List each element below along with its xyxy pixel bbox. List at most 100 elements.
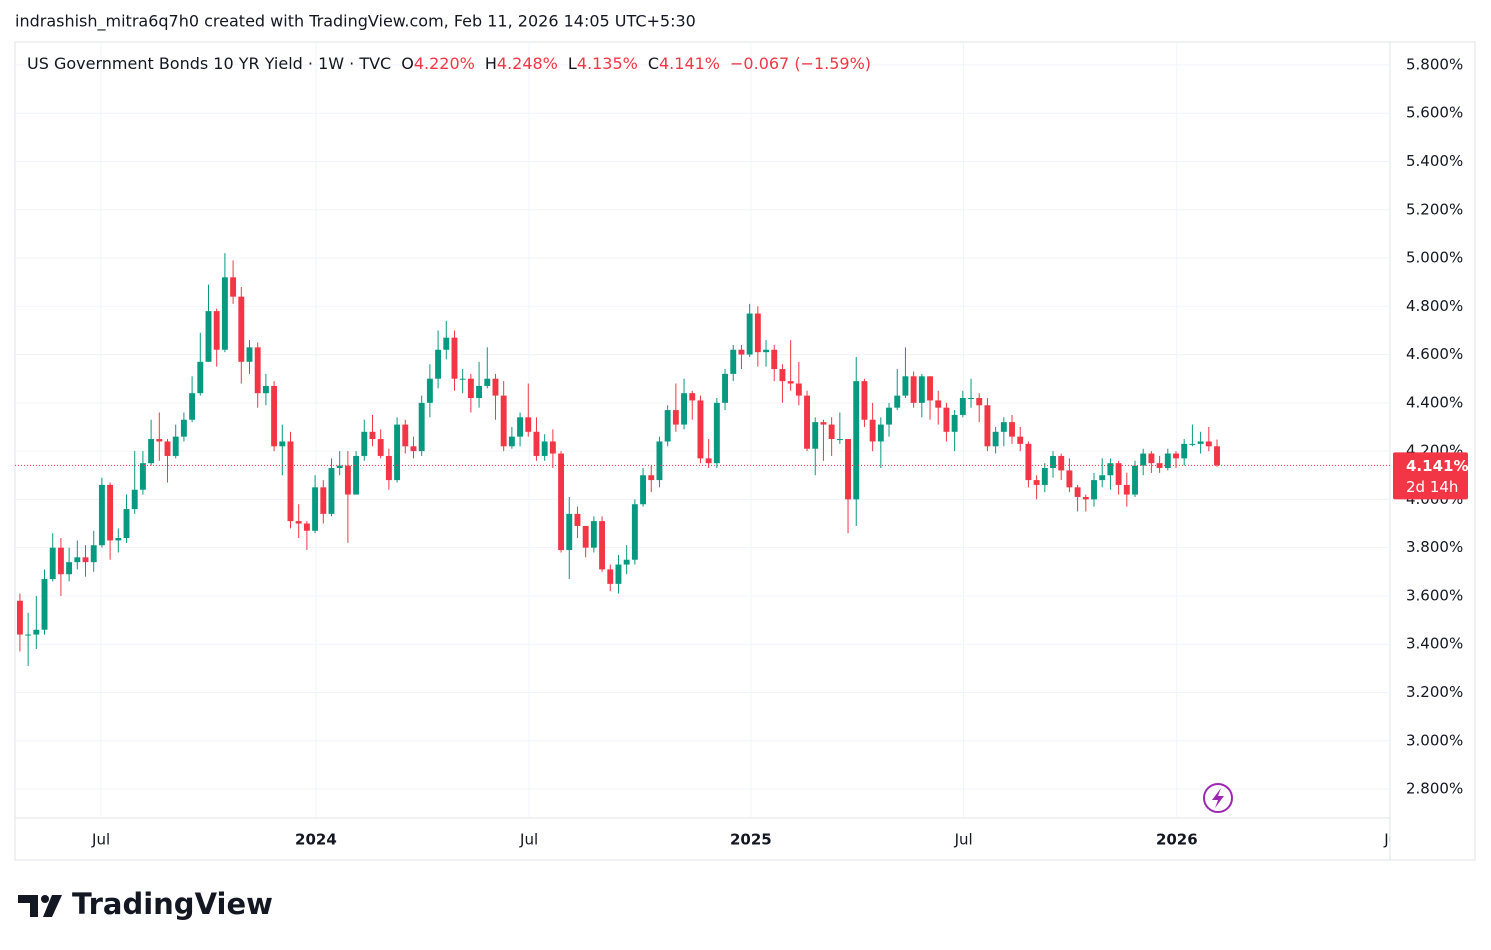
candle-body: [246, 347, 253, 362]
candle-body: [312, 487, 319, 531]
candle-body: [271, 385, 278, 447]
candle-body: [574, 513, 581, 526]
legend-key: H: [485, 54, 497, 73]
candle-body: [295, 521, 302, 524]
candle-body: [689, 393, 696, 401]
legend-key: C: [648, 54, 659, 73]
y-tick-label: 4.600%: [1406, 345, 1463, 363]
candle-body: [402, 424, 409, 447]
candle-body: [943, 407, 950, 432]
candle-body: [1197, 441, 1204, 444]
candle-body: [517, 417, 524, 437]
candle-body: [763, 349, 769, 353]
candle-body: [1025, 443, 1032, 481]
candle-body: [385, 455, 392, 481]
price-tag: [1393, 452, 1468, 500]
candle-body: [1214, 446, 1220, 466]
candle-body: [1164, 453, 1171, 469]
candle-body: [672, 410, 679, 425]
candle-body: [582, 525, 589, 548]
legend-value: 4.135%: [577, 54, 638, 73]
x-tick-label: 2025: [730, 831, 772, 849]
candle-body: [640, 475, 647, 505]
candle-body: [902, 376, 909, 396]
candle-body: [935, 400, 942, 408]
candle-body: [205, 311, 212, 362]
candle-body: [894, 395, 901, 408]
symbol-title: US Government Bonds 10 YR Yield · 1W · T…: [27, 54, 391, 73]
axes: 2.800%3.000%3.200%3.400%3.600%3.800%4.00…: [91, 55, 1468, 848]
candle-body: [779, 369, 786, 382]
candle-body: [836, 439, 843, 441]
candle-body: [189, 393, 196, 420]
candle-body: [361, 431, 368, 456]
candle-body: [500, 395, 507, 447]
candle-body: [590, 521, 597, 548]
candle-body: [33, 629, 40, 635]
y-tick-label: 4.800%: [1406, 297, 1463, 315]
candle-body: [705, 458, 712, 464]
candle-body: [722, 373, 728, 403]
candle-body: [984, 405, 991, 447]
candle-body: [959, 398, 966, 415]
candle-body: [1058, 455, 1065, 471]
y-tick-label: 4.400%: [1406, 393, 1463, 411]
candle-body: [16, 600, 23, 635]
candle-body: [861, 381, 868, 420]
countdown: 2d 14h: [1406, 478, 1458, 496]
y-tick-label: 2.800%: [1406, 780, 1463, 798]
legend-key: O: [401, 54, 414, 73]
candle-body: [49, 547, 56, 580]
legend: US Government Bonds 10 YR Yield · 1W · T…: [27, 54, 871, 73]
candle-body: [90, 545, 97, 563]
y-tick-label: 3.600%: [1406, 586, 1463, 604]
candle-body: [426, 378, 433, 403]
y-tick-label: 3.000%: [1406, 731, 1463, 749]
legend-key: L: [568, 54, 577, 73]
y-tick-label: 5.400%: [1406, 152, 1463, 170]
candle-body: [336, 465, 343, 469]
candle-body: [1066, 470, 1073, 488]
y-tick-label: 5.600%: [1406, 104, 1463, 122]
alert-icon[interactable]: [1203, 783, 1233, 813]
candle-body: [262, 385, 269, 394]
candle-body: [541, 441, 548, 456]
candle-body: [492, 378, 499, 396]
candle-body: [615, 564, 622, 584]
candle-body: [1173, 453, 1179, 459]
candle-body: [1041, 468, 1048, 485]
candle-body: [927, 376, 933, 401]
y-tick-label: 3.800%: [1406, 538, 1463, 556]
candle-body: [845, 439, 851, 500]
candle-body: [107, 484, 114, 541]
candle-body: [1000, 422, 1007, 432]
candle-body: [976, 398, 983, 406]
candle-body: [812, 422, 819, 449]
candle-body: [279, 441, 286, 447]
brand-logo: [18, 895, 62, 917]
candle-body: [918, 376, 925, 403]
candle-body: [1107, 463, 1114, 476]
candle-body: [968, 398, 974, 400]
brand-name: TradingView: [72, 887, 273, 921]
candle-body: [1140, 453, 1147, 466]
candle-body: [1099, 475, 1106, 481]
candle-body: [443, 337, 450, 350]
candle-body: [771, 349, 778, 370]
candle-body: [648, 475, 655, 481]
candle-body: [320, 487, 327, 514]
candle-body: [697, 400, 704, 459]
candle-body: [303, 523, 310, 531]
x-tick-label: 2026: [1156, 831, 1198, 849]
candle-body: [459, 378, 466, 380]
candle-body: [344, 465, 351, 495]
ohlc: O4.220% H4.248% L4.135% C4.141%: [401, 54, 720, 73]
candle-body: [795, 383, 802, 396]
candle-body: [869, 419, 876, 442]
candle-body: [656, 441, 663, 481]
candle-body: [254, 347, 261, 394]
x-tick-label: Jul: [1383, 831, 1402, 849]
candle-body: [713, 402, 720, 464]
y-tick-label: 5.200%: [1406, 200, 1463, 218]
